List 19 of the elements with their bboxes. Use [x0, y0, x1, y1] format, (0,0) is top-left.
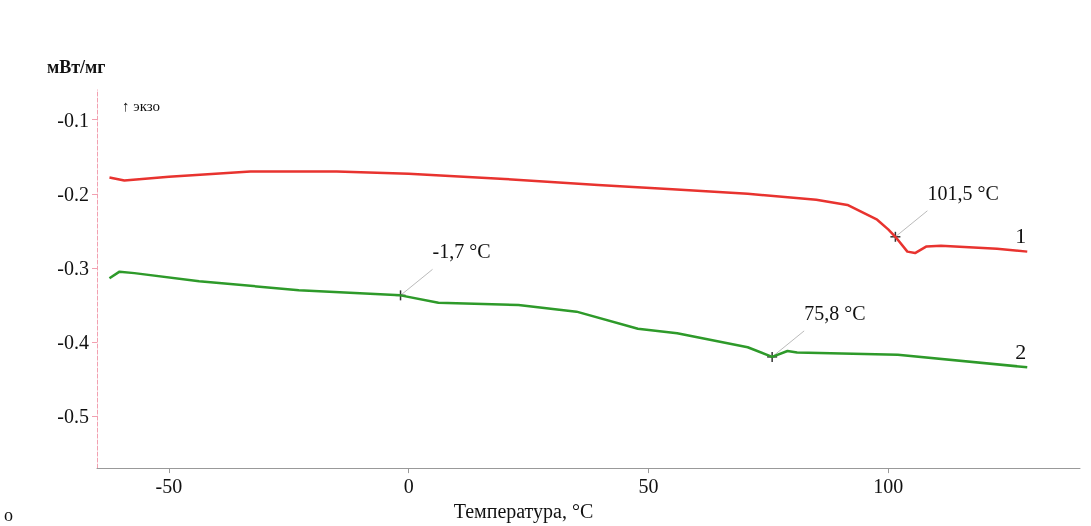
- y-tick-label: -0.3: [57, 256, 89, 279]
- y-tick-label: -0.1: [57, 108, 89, 131]
- x-tick-label: -50: [155, 475, 183, 498]
- y-tick-label: -0.2: [57, 182, 89, 205]
- line-series: [108, 270, 1029, 369]
- y-tick-label: -0.4: [57, 331, 89, 354]
- x-tick-label: 50: [638, 475, 659, 498]
- text: о: [4, 505, 13, 525]
- y-tick-label: -0.5: [57, 405, 89, 428]
- x-axis-title: Температура, °C: [453, 500, 594, 523]
- annotation: 101,5 °C: [927, 181, 999, 204]
- y-axis-title: мВт/мг: [47, 57, 106, 77]
- x-tick-label: 0: [403, 475, 414, 498]
- series-label: 1: [1015, 223, 1027, 249]
- annotation: -1,7 °C: [432, 240, 491, 263]
- annotation: ↑ экзо: [122, 97, 161, 114]
- x-tick-label: 100: [873, 475, 904, 498]
- series-label: 2: [1015, 338, 1027, 364]
- annotation: 75,8 °C: [804, 301, 866, 324]
